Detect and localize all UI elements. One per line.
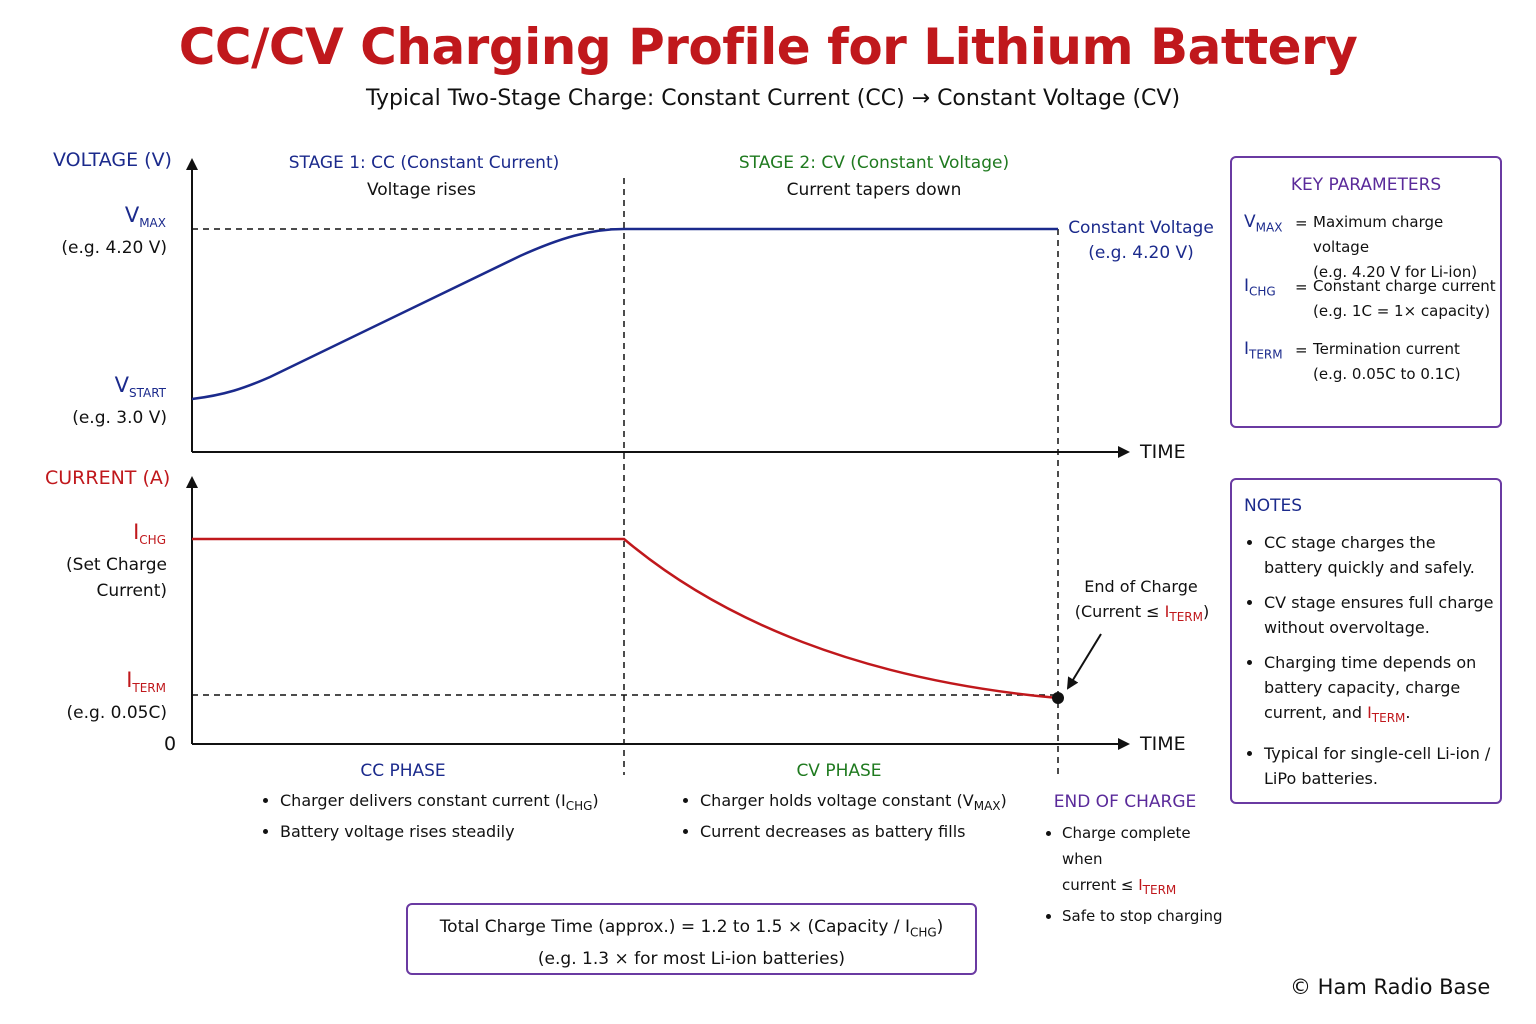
end-note-line1: End of Charge: [1084, 577, 1198, 596]
voltage-axis-title: VOLTAGE (V): [53, 149, 172, 171]
formula-line1: Total Charge Time (approx.) = 1.2 to 1.5…: [439, 917, 944, 940]
formula-line2: (e.g. 1.3 × for most Li-ion batteries): [537, 949, 846, 970]
cv-bullet-1: Charger holds voltage constant (VMAX): [700, 788, 1078, 819]
end-of-charge-point: [1052, 692, 1064, 704]
end-note-line2: (Current ≤ ITERM): [1074, 602, 1210, 625]
ichg-label: ICHG: [133, 520, 166, 548]
end-bullet-2: Safe to stop charging: [1062, 903, 1232, 929]
ichg-note-line1: (Set Charge: [66, 555, 167, 575]
cv-note-line1: Constant Voltage: [1068, 218, 1214, 238]
vmax-label: VMAX: [124, 203, 166, 231]
ichg-note-line2: Current): [96, 581, 167, 601]
charge-time-formula-box: Total Charge Time (approx.) = 1.2 to 1.5…: [406, 903, 977, 975]
iterm-label: ITERM: [126, 668, 166, 696]
voltage-curve: [191, 227, 1058, 401]
cv-note-line2: (e.g. 4.20 V): [1088, 243, 1194, 263]
cc-bullet-2: Battery voltage rises steadily: [280, 819, 658, 845]
note-1: CC stage charges the battery quickly and…: [1264, 530, 1496, 580]
copyright: © Ham Radio Base: [1290, 975, 1491, 999]
cv-bullet-2: Current decreases as battery fills: [700, 819, 1078, 845]
notes-title: NOTES: [1244, 496, 1303, 516]
end-of-charge-heading: END OF CHARGE: [1053, 792, 1197, 812]
current-curve: [192, 537, 1059, 700]
page-subtitle: Typical Two-Stage Charge: Constant Curre…: [365, 86, 1181, 111]
cc-bullet-1: Charger delivers constant current (ICHG): [280, 788, 658, 819]
current-axis-title: CURRENT (A): [45, 467, 171, 489]
stage2-subtext: Current tapers down: [786, 180, 962, 200]
vstart-note: (e.g. 3.0 V): [72, 408, 167, 428]
vstart-label: VSTART: [114, 373, 166, 401]
stage2-heading: STAGE 2: CV (Constant Voltage): [738, 153, 1010, 173]
key-parameters-box: KEY PARAMETERS VMAX = Maximum charge vol…: [1230, 156, 1502, 428]
vmax-note: (e.g. 4.20 V): [61, 238, 167, 258]
notes-box: NOTES CC stage charges the battery quick…: [1230, 478, 1502, 804]
cv-phase-heading: CV PHASE: [796, 761, 882, 781]
note-2: CV stage ensures full charge without ove…: [1264, 590, 1496, 640]
key-parameters-title: KEY PARAMETERS: [1290, 175, 1442, 195]
iterm-note: (e.g. 0.05C): [66, 703, 167, 723]
cc-phase-bullets: Charger delivers constant current (ICHG)…: [258, 788, 658, 845]
zero-label: 0: [164, 733, 177, 755]
note-4: Typical for single-cell Li-ion / LiPo ba…: [1264, 741, 1496, 791]
voltage-time-label: TIME: [1140, 441, 1186, 463]
stage1-subtext: Voltage rises: [366, 180, 477, 200]
stage1-heading: STAGE 1: CC (Constant Current): [288, 153, 560, 173]
current-time-label: TIME: [1140, 733, 1186, 755]
cv-phase-bullets: Charger holds voltage constant (VMAX) Cu…: [678, 788, 1078, 845]
note-3: Charging time depends on battery capacit…: [1264, 650, 1496, 731]
end-of-charge-arrow: [1066, 633, 1102, 690]
cc-phase-heading: CC PHASE: [360, 761, 446, 781]
page-title: CC/CV Charging Profile for Lithium Batte…: [178, 18, 1358, 76]
